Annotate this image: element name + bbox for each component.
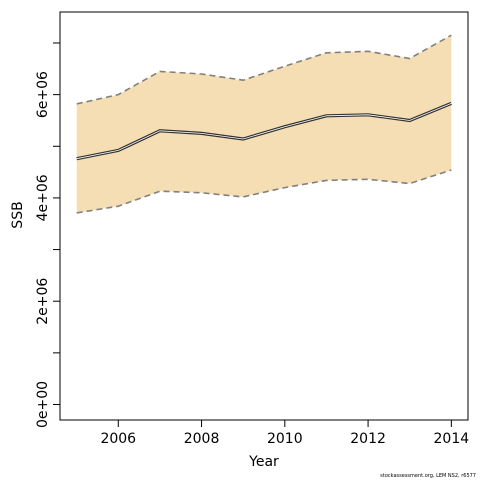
x-axis: 2006 2008 2010 2012 2014 bbox=[100, 420, 469, 447]
upper-bound-line bbox=[76, 34, 452, 105]
y-tick-label: 4e+06 bbox=[35, 174, 51, 221]
plot-frame bbox=[59, 11, 469, 421]
confidence-band bbox=[76, 35, 452, 213]
y-tick-label: 2e+06 bbox=[35, 278, 51, 325]
x-tick-label: 2014 bbox=[434, 431, 470, 447]
lower-bound-line bbox=[76, 169, 452, 214]
y-axis-title: SSB bbox=[10, 201, 26, 228]
x-axis-title: Year bbox=[248, 454, 279, 470]
y-tick-label: 0e+00 bbox=[35, 381, 51, 428]
plot-area bbox=[76, 34, 452, 214]
x-tick-label: 2012 bbox=[350, 431, 386, 447]
x-tick-label: 2010 bbox=[267, 431, 303, 447]
x-tick-label: 2006 bbox=[100, 431, 136, 447]
footer-credit: stockassessment.org, LEM NS2, r6577 bbox=[380, 473, 476, 479]
y-tick-label: 6e+06 bbox=[35, 71, 51, 118]
ssb-estimate-line-inner bbox=[76, 103, 452, 160]
y-axis: 0e+00 2e+06 4e+06 6e+06 bbox=[35, 42, 60, 428]
x-tick-label: 2008 bbox=[184, 431, 220, 447]
